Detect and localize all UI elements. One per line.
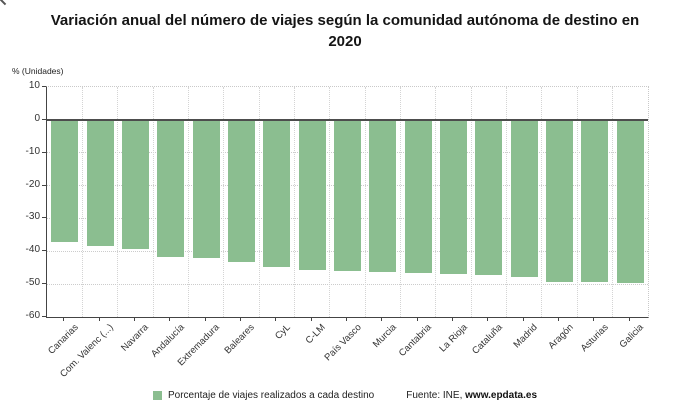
x-tick-mark-extremadura <box>204 317 206 321</box>
x-axis-tick-labels: Canarias Com. Valenc (...) Navarra Andalucí… <box>45 317 647 380</box>
bar-pais-vasco[interactable] <box>334 119 361 271</box>
y-tick-label-10: 10 <box>28 80 40 91</box>
y-tick-label--40: -40 <box>25 244 40 256</box>
x-tick-label-cataluna: Cataluña <box>470 322 505 357</box>
gridline-v-16 <box>612 87 614 317</box>
x-tick-label-cyl: CyL <box>272 322 293 342</box>
bar-murcia[interactable] <box>369 119 397 272</box>
y-axis-tick-labels: 10 0 -10 -20 -30 -40 -50 -60 <box>0 80 40 321</box>
x-tick-label-madrid: Madrid <box>511 322 541 351</box>
y-tick-mark--10 <box>42 151 46 153</box>
y-tick-label--20: -20 <box>25 178 40 190</box>
x-tick-label-navarra: Navarra <box>119 322 152 354</box>
gridline-v-4 <box>187 87 189 317</box>
x-tick-mark-la-rioja <box>452 317 454 321</box>
x-tick-label-aragon: Aragón <box>545 322 576 352</box>
bar-madrid[interactable] <box>510 119 538 277</box>
bar-navarra[interactable] <box>121 119 149 249</box>
x-tick-label-murcia: Murcia <box>370 322 399 350</box>
bar-extremadura[interactable] <box>192 119 220 258</box>
x-tick-label-canarias: Canarias <box>45 322 81 357</box>
y-tick-mark-10 <box>42 86 46 87</box>
y-axis-title: % (Unidades) <box>12 66 64 76</box>
x-tick-mark-aragon <box>558 317 560 321</box>
y-tick-mark--20 <box>42 184 46 186</box>
x-tick-label-la-rioja: La Rioja <box>436 322 470 355</box>
gridline-v-10 <box>400 87 402 317</box>
bar-cantabria[interactable] <box>404 119 432 273</box>
y-tick-label--50: -50 <box>25 277 40 289</box>
gridline-v-1 <box>81 87 83 317</box>
x-tick-mark-c-lm <box>310 317 312 321</box>
source-note: Fuente: INE, www.epdata.es <box>406 390 537 401</box>
bar-asturias[interactable] <box>581 119 609 283</box>
gridline-v-2 <box>117 87 119 317</box>
bar-canarias[interactable] <box>51 119 79 243</box>
y-tick-label--10: -10 <box>25 145 40 157</box>
bar-andalucia[interactable] <box>157 119 185 258</box>
gridline-v-3 <box>152 87 154 317</box>
y-tick-mark--50 <box>42 283 46 285</box>
bar-com-valenc[interactable] <box>86 119 114 247</box>
y-tick-label-0: 0 <box>34 112 40 124</box>
legend-row: Porcentaje de viajes realizados a cada d… <box>0 390 690 401</box>
x-tick-mark-com-valenc <box>98 317 100 321</box>
source-prefix: Fuente: INE, <box>406 390 466 401</box>
x-tick-label-pais-vasco: País Vasco <box>322 322 364 364</box>
y-tick-mark--40 <box>42 250 46 252</box>
chart-title-line2: 2020 <box>328 33 362 50</box>
x-tick-label-cantabria: Cantabria <box>397 322 434 359</box>
zero-baseline <box>47 118 648 121</box>
plot-area <box>46 86 649 318</box>
source-link[interactable]: www.epdata.es <box>465 390 538 401</box>
bar-c-lm[interactable] <box>298 119 326 270</box>
corner-artifact <box>0 0 7 6</box>
x-tick-mark-navarra <box>133 317 135 321</box>
gridline-v-11 <box>435 87 437 317</box>
gridline-v-5 <box>223 87 225 317</box>
legend-item-viajes[interactable]: Porcentaje de viajes realizados a cada d… <box>152 390 375 401</box>
y-tick-label--30: -30 <box>25 211 40 223</box>
x-tick-mark-cyl <box>275 317 277 321</box>
gridline-h--50 <box>47 283 648 285</box>
x-tick-mark-cantabria <box>416 317 418 321</box>
y-tick-mark--30 <box>42 217 46 219</box>
bar-galicia[interactable] <box>616 119 644 284</box>
chart-title: Variación anual del número de viajes seg… <box>20 10 670 52</box>
x-tick-mark-baleares <box>239 317 241 321</box>
legend-label: Porcentaje de viajes realizados a cada d… <box>167 390 375 401</box>
x-tick-mark-murcia <box>381 317 383 321</box>
gridline-v-8 <box>329 87 331 317</box>
x-tick-mark-galicia <box>628 317 630 321</box>
bar-baleares[interactable] <box>227 119 255 263</box>
x-tick-mark-asturias <box>593 317 595 321</box>
y-tick-mark--60 <box>42 316 46 317</box>
x-tick-mark-madrid <box>522 317 524 321</box>
y-tick-mark-0 <box>42 118 46 120</box>
y-tick-label--60: -60 <box>25 310 40 321</box>
gridline-v-6 <box>258 87 260 317</box>
bar-aragon[interactable] <box>546 119 574 282</box>
x-tick-mark-pais-vasco <box>346 317 347 321</box>
chart-title-line1: Variación anual del número de viajes seg… <box>50 12 640 29</box>
gridline-v-14 <box>541 87 543 317</box>
x-tick-label-c-lm: C-LM <box>303 322 328 347</box>
bar-cataluna[interactable] <box>475 119 503 275</box>
gridline-v-13 <box>506 87 508 317</box>
x-tick-mark-canarias <box>63 317 65 321</box>
x-tick-label-asturias: Asturias <box>578 322 611 355</box>
gridline-v-7 <box>293 87 295 317</box>
x-tick-label-galicia: Galicia <box>617 322 647 351</box>
bar-cyl[interactable] <box>263 119 291 268</box>
gridline-v-9 <box>364 87 366 317</box>
x-tick-mark-cataluna <box>487 317 489 321</box>
legend-swatch-icon <box>152 391 162 400</box>
gridline-v-12 <box>470 87 472 317</box>
x-tick-mark-andalucia <box>169 317 171 321</box>
x-tick-label-baleares: Baleares <box>222 322 258 357</box>
gridline-v-15 <box>576 87 578 317</box>
bar-la-rioja[interactable] <box>440 119 468 274</box>
